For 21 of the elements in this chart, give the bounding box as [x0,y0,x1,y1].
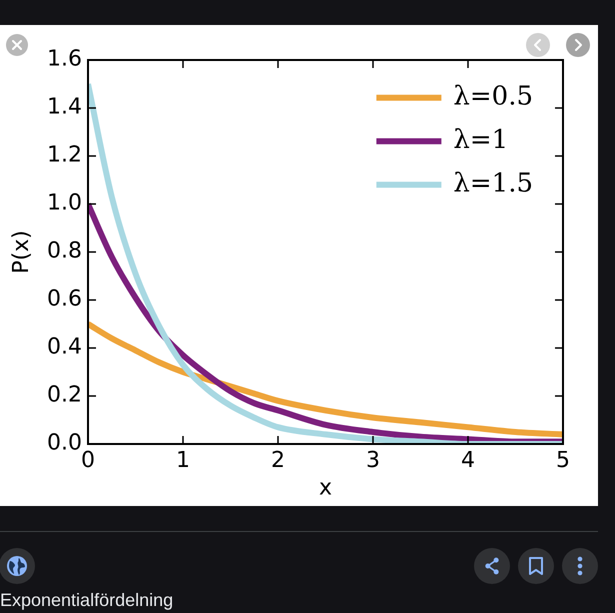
y-tick-label: 1.4 [47,94,82,120]
x-tick-label: 0 [81,448,95,473]
legend-label: λ=1.5 [453,168,534,198]
y-tick-label: 1.0 [47,190,82,216]
y-tick-label: 0.2 [47,382,82,408]
x-tick-label: 5 [556,448,570,473]
y-axis-title: P(x) [8,230,34,274]
y-tick-label: 1.2 [47,142,82,168]
y-tick-label: 0.6 [47,286,82,312]
y-tick-label: 0.4 [47,334,82,360]
x-tick-label: 3 [366,448,380,473]
x-tick-label: 1 [176,448,190,473]
legend-label: λ=0.5 [453,82,534,112]
text: Exponentialfördelning [0,589,174,611]
x-tick-label: 2 [271,448,285,473]
x-axis-title: x [318,476,332,501]
x-tick-label: 4 [461,448,475,473]
y-tick-label: 0.0 [47,430,82,456]
y-tick-label: 0.8 [47,238,82,264]
legend-label: λ=1 [453,125,508,155]
y-tick-label: 1.6 [47,46,82,72]
